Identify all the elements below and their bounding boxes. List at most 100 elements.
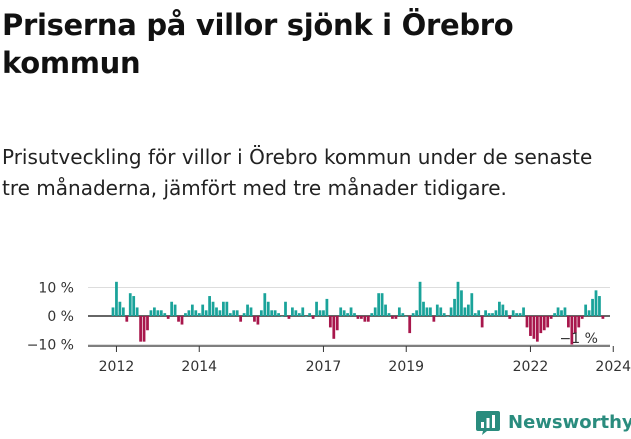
bar [480,316,484,328]
bar [115,281,118,316]
bar [322,310,325,316]
bar [429,307,432,316]
bar [580,316,584,319]
bar [111,307,115,316]
bar [442,313,446,316]
bar [249,307,253,316]
bar [211,301,215,316]
bar [139,316,142,342]
bar [153,307,156,316]
bar [177,316,180,322]
bar [598,296,601,316]
bar-layer [111,281,605,345]
bar [439,307,443,316]
bar [232,310,236,316]
bar [425,307,429,316]
bar [360,316,363,319]
newsworthy-logo: Newsworthy [475,407,631,437]
y-tick-label: −10 % [27,338,74,354]
bar [256,316,260,325]
bar [277,313,280,316]
bar [142,316,146,342]
bar [332,316,336,339]
bar [239,316,243,322]
bar [363,316,367,322]
bar [266,301,270,316]
bar [263,293,267,316]
bar [573,316,577,334]
bar [308,313,312,316]
x-tick-label: 2014 [181,359,217,375]
bar [487,313,491,316]
bar [121,307,125,316]
bar [246,304,249,316]
bar [394,316,398,319]
bar [404,316,408,317]
y-tick-label: 0 % [47,309,74,325]
bar [156,310,160,316]
bar [418,281,422,316]
bar [560,310,563,316]
bar [584,304,588,316]
bar [498,301,501,316]
bar [380,293,384,316]
bar [356,316,360,319]
bar [470,293,474,316]
x-tick-label: 2017 [306,359,342,375]
bar [325,298,329,316]
bar [125,316,129,322]
chart-subtitle: Prisutveckling för villor i Örebro kommu… [2,145,593,200]
bar [218,310,222,316]
bar [563,307,567,316]
bar [432,316,436,322]
bar [190,304,194,316]
bar [273,310,277,316]
bar [328,316,332,328]
bar [225,301,229,316]
bar [346,313,349,316]
bar [494,310,498,316]
bar [449,307,453,316]
bar [159,310,163,316]
bar [508,316,512,319]
bar [194,310,198,316]
bar [415,310,418,316]
bar [456,281,460,316]
bar [173,304,177,316]
bar [149,310,153,316]
bar [460,290,463,316]
bar [259,310,263,316]
bar [408,316,412,334]
bar [587,310,591,316]
x-tick-label: 2019 [388,359,424,375]
x-tick-label: 2012 [99,359,135,375]
bar [391,316,394,319]
bar [197,313,201,316]
bar [397,307,401,316]
bar [315,301,318,316]
bar [301,307,305,316]
bar [387,313,391,316]
bar [501,304,505,316]
bar [204,310,208,316]
bar [235,310,239,316]
bar [591,298,594,316]
bar [287,316,291,319]
bar [280,316,284,317]
bar [270,310,274,316]
bar [463,307,467,316]
bar [335,316,339,331]
bar [601,316,605,319]
bar [556,307,560,316]
bar [446,316,450,317]
bar [522,307,525,316]
bar [594,290,598,316]
bar [297,313,301,316]
bar [411,313,415,316]
bar [242,313,246,316]
bar [539,316,543,334]
bar [208,296,211,316]
bar [535,316,539,342]
bar [484,310,487,316]
bar [529,316,532,336]
